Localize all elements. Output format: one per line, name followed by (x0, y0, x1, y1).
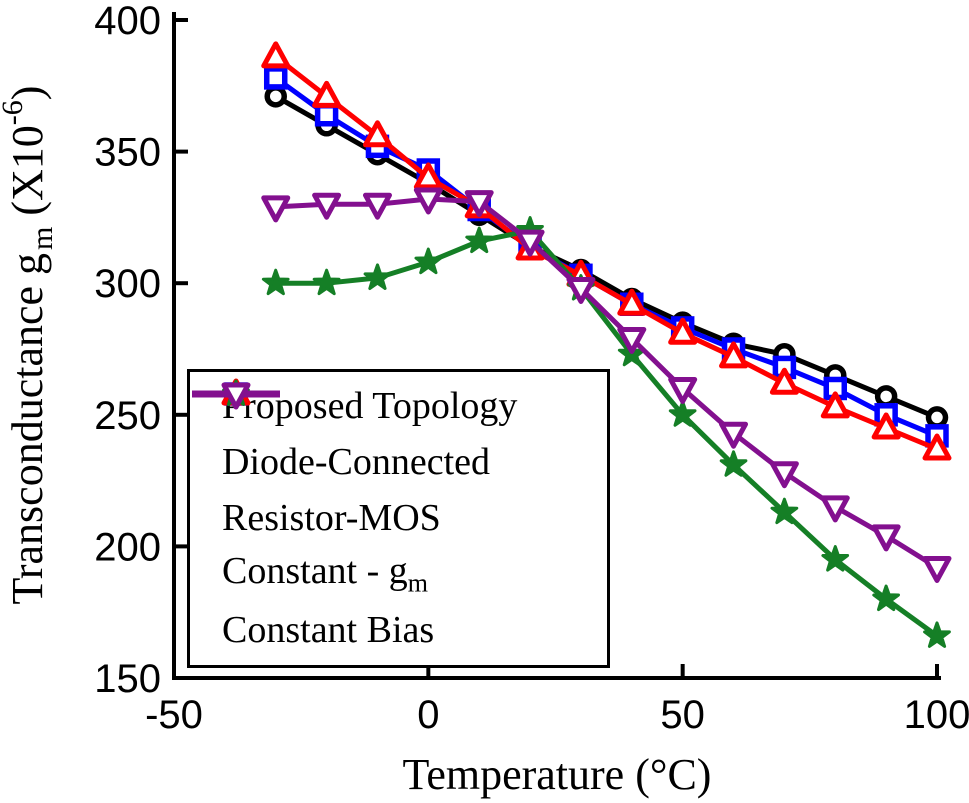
marker-proposed-topology-100 (925, 406, 949, 429)
marker-resistor-mos-70 (769, 367, 799, 395)
marker-constant-gm-50 (668, 400, 697, 427)
marker-resistor-mos-90 (871, 412, 901, 440)
marker-constant-gm-100 (923, 621, 951, 648)
marker-constant-gm-60 (719, 450, 748, 477)
legend-label-resistor-mos: Resistor-MOS (222, 497, 441, 539)
marker-constant-gm-90 (872, 584, 900, 612)
legend-label-constant-bias: Constant Bias (222, 609, 435, 651)
marker-constant-bias-50 (668, 376, 698, 404)
marker-resistor-mos-50 (668, 317, 698, 345)
marker-constant-bias--10 (362, 192, 392, 220)
marker-constant-gm-0 (414, 247, 443, 275)
marker-resistor-mos--10 (362, 120, 392, 148)
y-tick-label-150: 150 (94, 657, 161, 701)
legend-marker-constant-bias (221, 382, 251, 410)
marker-proposed-topology-90 (874, 385, 898, 408)
y-tick-label-200: 200 (94, 525, 161, 569)
y-tick-label-400: 400 (94, 0, 161, 43)
data-series-layer (261, 41, 952, 648)
marker-constant-bias-70 (769, 461, 799, 489)
legend-swatch-constant-bias (192, 382, 280, 410)
x-tick-label--50: -50 (145, 693, 203, 737)
y-tick-label-300: 300 (94, 262, 161, 306)
legend-label-diode-connected: Diode-Connected (222, 441, 491, 483)
y-tick-label-250: 250 (94, 394, 161, 438)
legend-entry-constant-gm: Constant - gm (192, 379, 607, 602)
marker-constant-bias-60 (719, 421, 749, 449)
marker-constant-gm-70 (770, 497, 799, 525)
marker-resistor-mos-40 (617, 288, 647, 316)
marker-resistor-mos-60 (719, 341, 749, 369)
marker-constant-bias-20 (515, 229, 545, 257)
marker-diode-connected--20 (314, 103, 339, 127)
x-tick-label-100: 100 (904, 693, 969, 737)
marker-constant-bias--30 (261, 195, 291, 223)
marker-constant-bias-90 (871, 524, 901, 552)
marker-constant-bias-80 (820, 495, 850, 523)
axes-layer: -50 0 50 100 400 350 300 250 200 150 (94, 0, 969, 737)
legend-label-constant-gm: Constant - gm (222, 549, 429, 598)
series-constant-bias (261, 187, 952, 583)
marker-resistor-mos-100 (922, 433, 952, 461)
marker-constant-bias-100 (922, 555, 952, 583)
marker-constant-gm--10 (363, 263, 392, 290)
marker-resistor-mos-0 (413, 162, 443, 190)
legend-entry-diode-connected: Diode-Connected (192, 382, 607, 490)
legend-entry-constant-bias: Constant Bias (192, 382, 607, 658)
y-axis-title: Transconductance gm (X10-6) (0, 86, 59, 605)
x-tick-label-0: 0 (417, 693, 439, 737)
marker-constant-bias-10 (464, 190, 494, 218)
marker-constant-bias-40 (617, 326, 647, 354)
marker-constant-gm-10 (465, 226, 494, 254)
x-tick-label-50: 50 (660, 693, 705, 737)
x-axis-title: Temperature (°C) (403, 750, 712, 799)
marker-constant-gm--20 (312, 268, 341, 296)
marker-resistor-mos--20 (312, 80, 342, 108)
marker-resistor-mos--30 (261, 41, 291, 69)
marker-constant-bias-0 (413, 187, 443, 215)
y-tick-label-350: 350 (94, 131, 161, 175)
legend-entry-resistor-mos: Resistor-MOS (192, 378, 607, 546)
marker-diode-connected--30 (263, 66, 288, 90)
marker-constant-gm-80 (821, 545, 850, 572)
legend-box: Proposed Topology Diode-Connected Resistor… (187, 369, 610, 668)
marker-constant-bias--20 (312, 192, 342, 220)
marker-constant-bias-30 (566, 276, 596, 304)
marker-constant-gm--30 (261, 268, 290, 296)
marker-resistor-mos-80 (820, 391, 850, 419)
marker-proposed-topology--30 (264, 85, 287, 108)
